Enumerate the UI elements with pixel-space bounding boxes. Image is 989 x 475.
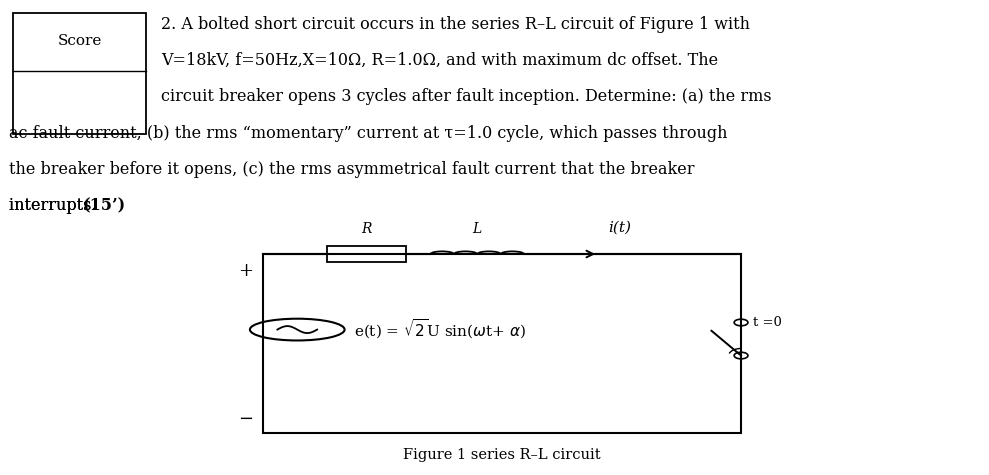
Text: +: + [238, 262, 253, 280]
Text: R: R [361, 222, 372, 236]
Text: i(t): i(t) [608, 221, 631, 235]
Text: interrupts. (15’): interrupts. (15’) [9, 197, 139, 214]
Text: circuit breaker opens 3 cycles after fault inception. Determine: (a) the rms: circuit breaker opens 3 cycles after fau… [161, 88, 771, 105]
Text: the breaker before it opens, (c) the rms asymmetrical fault current that the bre: the breaker before it opens, (c) the rms… [9, 161, 695, 178]
Text: 2. A bolted short circuit occurs in the series R–L circuit of Figure 1 with: 2. A bolted short circuit occurs in the … [161, 16, 751, 33]
Text: L: L [473, 222, 482, 236]
Text: (15’): (15’) [83, 197, 126, 214]
Text: ac fault current, (b) the rms “momentary” current at τ=1.0 cycle, which passes t: ac fault current, (b) the rms “momentary… [9, 124, 728, 142]
Text: interrupts.: interrupts. [9, 197, 102, 214]
Text: −: − [237, 410, 253, 428]
Text: interrupts.: interrupts. [9, 197, 102, 214]
Text: t =0: t =0 [753, 316, 781, 329]
Text: Figure 1 series R–L circuit: Figure 1 series R–L circuit [404, 448, 600, 462]
Text: Score: Score [57, 34, 102, 48]
Text: e(t) = $\sqrt{2}$U sin($\omega$t+ $\alpha$): e(t) = $\sqrt{2}$U sin($\omega$t+ $\alph… [354, 318, 526, 342]
Text: V=18kV, f=50Hz,X=10Ω, R=1.0Ω, and with maximum dc offset. The: V=18kV, f=50Hz,X=10Ω, R=1.0Ω, and with m… [161, 52, 718, 69]
